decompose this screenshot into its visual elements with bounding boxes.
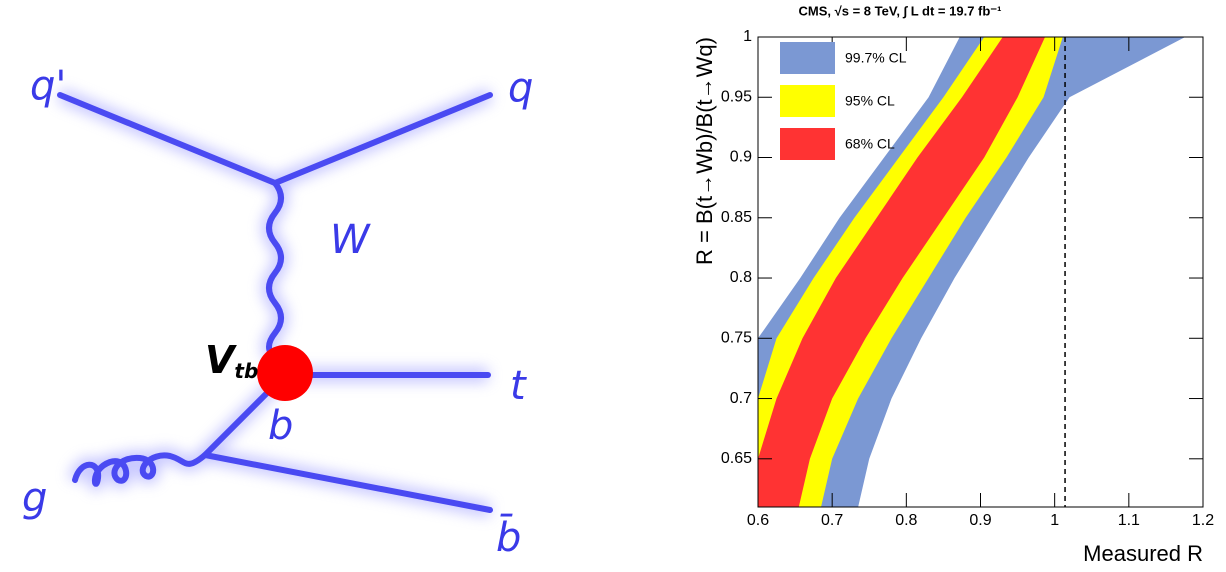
y-tick-label: 0.65 bbox=[721, 450, 752, 467]
feynman-diagram: q' q W Vtb t b g b̄ bbox=[22, 63, 533, 561]
gluon bbox=[72, 452, 208, 487]
label-q: q bbox=[508, 65, 533, 111]
x-tick-label: 1.1 bbox=[1118, 512, 1140, 529]
legend-swatch bbox=[780, 128, 835, 160]
y-tick-label: 1 bbox=[743, 28, 752, 45]
label-b-bar: b̄ bbox=[496, 513, 521, 561]
x-tick-label: 1 bbox=[1050, 512, 1059, 529]
w-boson bbox=[266, 180, 284, 361]
confidence-band bbox=[758, 37, 1046, 507]
legend-swatch bbox=[780, 85, 835, 117]
vtb-subscript: tb bbox=[234, 359, 258, 383]
confidence-band bbox=[758, 37, 1186, 507]
x-tick-label: 1.2 bbox=[1192, 512, 1214, 529]
y-axis-title: R = B(t→Wb)/B(t→Wq) bbox=[692, 37, 717, 265]
legend-label: 95% CL bbox=[845, 93, 895, 109]
chart-title: CMS, √s = 8 TeV, ∫ L dt = 19.7 fb⁻¹ bbox=[799, 3, 1002, 18]
label-w: W bbox=[330, 217, 371, 263]
x-tick-label: 0.8 bbox=[895, 512, 917, 529]
diagram-lines bbox=[57, 92, 493, 513]
x-tick-label: 0.9 bbox=[969, 512, 991, 529]
legend-label: 68% CL bbox=[845, 136, 895, 152]
y-tick-label: 0.7 bbox=[730, 390, 752, 407]
x-tick-label: 0.6 bbox=[747, 512, 769, 529]
y-tick-label: 0.9 bbox=[730, 149, 752, 166]
label-q-prime: q' bbox=[30, 63, 66, 109]
y-tick-label: 0.8 bbox=[730, 269, 752, 286]
label-t: t bbox=[510, 363, 527, 409]
plot-area bbox=[758, 37, 1186, 507]
chart: CMS, √s = 8 TeV, ∫ L dt = 19.7 fb⁻¹ Meas… bbox=[692, 3, 1214, 565]
label-vtb: Vtb bbox=[205, 338, 258, 383]
y-tick-label: 0.85 bbox=[721, 209, 752, 226]
x-axis-title: Measured R bbox=[1083, 541, 1203, 566]
b-lines bbox=[198, 372, 493, 513]
legend: 99.7% CL 95% CL 68% CL bbox=[780, 42, 907, 160]
vtb-symbol: V bbox=[205, 338, 237, 382]
legend-label: 99.7% CL bbox=[845, 50, 907, 66]
vertex bbox=[257, 345, 313, 401]
label-b: b bbox=[268, 403, 293, 449]
label-g: g bbox=[22, 475, 47, 521]
quark-lines bbox=[57, 92, 493, 187]
legend-swatch bbox=[780, 42, 835, 74]
y-tick-label: 0.95 bbox=[721, 88, 752, 105]
y-tick-label: 0.75 bbox=[721, 330, 752, 347]
x-tick-label: 0.7 bbox=[821, 512, 843, 529]
